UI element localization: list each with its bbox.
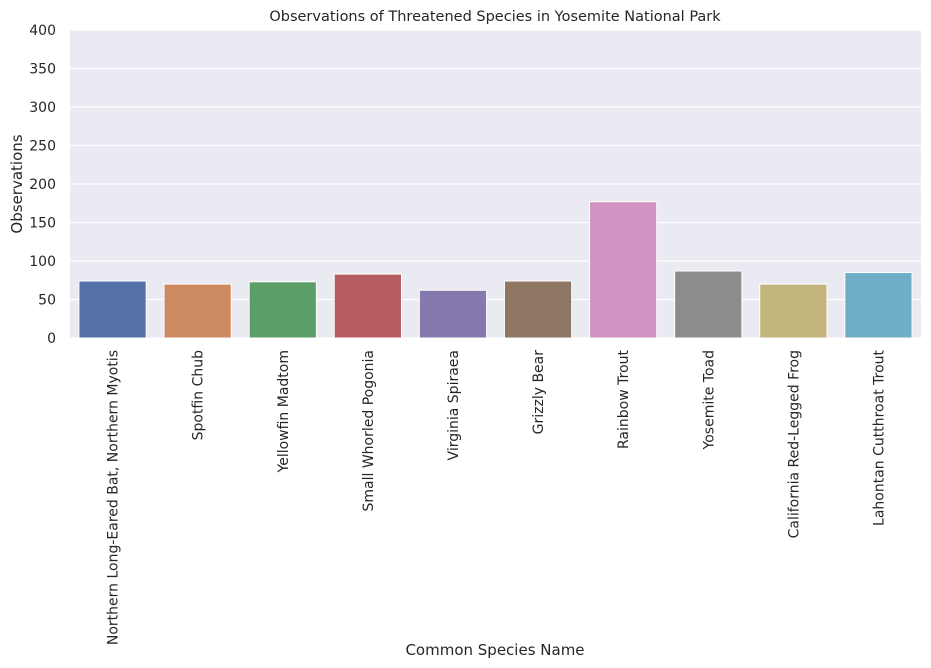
bar xyxy=(333,273,402,339)
bar xyxy=(844,272,913,339)
x-tick-labels: Northern Long-Eared Bat, Northern Myotis… xyxy=(106,349,888,645)
x-tick-label: Spotfin Chub xyxy=(191,350,207,440)
bar xyxy=(163,283,232,339)
x-axis-title: Common Species Name xyxy=(405,641,584,659)
y-tick-label: 350 xyxy=(29,62,56,78)
y-tick-label: 100 xyxy=(29,254,56,270)
y-tick-label: 200 xyxy=(29,177,56,193)
x-tick-label: California Red-Legged Frog xyxy=(786,350,802,538)
bars xyxy=(78,201,913,339)
chart-title: Observations of Threatened Species in Yo… xyxy=(269,9,721,25)
y-axis-title: Observations xyxy=(8,134,26,233)
y-tick-label: 400 xyxy=(29,23,56,39)
y-tick-label: 300 xyxy=(29,100,56,116)
x-tick-label: Small Whorled Pogonia xyxy=(361,350,377,512)
y-tick-label: 0 xyxy=(47,331,56,347)
x-tick-label: Rainbow Trout xyxy=(616,349,632,448)
x-tick-label: Yellowfin Madtom xyxy=(276,350,292,473)
y-tick-labels: 0 50 100 150 200 250 300 350 400 xyxy=(29,23,56,347)
x-tick-label: Yosemite Toad xyxy=(701,350,717,450)
x-tick-label: Grizzly Bear xyxy=(531,350,547,435)
x-tick-label: Northern Long-Eared Bat, Northern Myotis xyxy=(106,350,122,645)
y-tick-label: 250 xyxy=(29,139,56,155)
x-tick-label: Virginia Spiraea xyxy=(446,350,462,460)
bar xyxy=(589,201,658,339)
bar xyxy=(674,270,743,339)
bar xyxy=(78,280,147,339)
x-tick-label: Lahontan Cutthroat Trout xyxy=(871,349,887,525)
y-tick-label: 150 xyxy=(29,216,56,232)
bar xyxy=(759,283,828,339)
y-tick-label: 50 xyxy=(38,293,56,309)
bar xyxy=(503,280,573,339)
bar xyxy=(248,281,317,339)
bar xyxy=(418,289,488,339)
